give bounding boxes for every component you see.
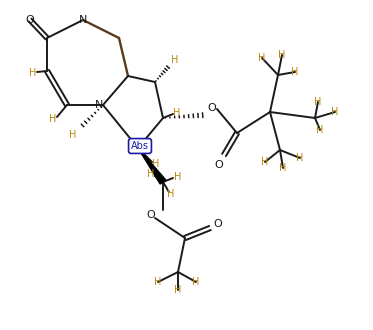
Text: H: H: [167, 189, 175, 199]
Text: O: O: [147, 210, 156, 220]
Text: O: O: [208, 103, 216, 113]
Text: N: N: [79, 15, 87, 25]
Text: H: H: [192, 277, 200, 287]
Text: H: H: [258, 53, 266, 63]
Polygon shape: [138, 148, 166, 184]
Text: H: H: [296, 153, 304, 163]
Text: H: H: [314, 97, 322, 107]
Text: H: H: [171, 55, 179, 65]
Text: H: H: [29, 68, 37, 78]
Text: Abs: Abs: [131, 141, 149, 151]
Text: H: H: [69, 130, 77, 140]
Text: H: H: [278, 50, 286, 60]
Text: O: O: [214, 219, 222, 229]
Text: H: H: [49, 114, 57, 124]
Text: H: H: [331, 107, 339, 117]
Text: O: O: [26, 15, 34, 25]
Text: H: H: [147, 169, 155, 179]
Text: H: H: [261, 157, 269, 167]
Text: H: H: [291, 67, 299, 77]
Text: H: H: [279, 163, 287, 173]
Text: H: H: [174, 285, 182, 295]
Text: H: H: [174, 172, 182, 182]
Text: H: H: [152, 159, 160, 169]
Text: H: H: [173, 108, 181, 118]
Text: H: H: [316, 125, 324, 135]
Text: O: O: [214, 160, 223, 170]
Text: H: H: [154, 277, 162, 287]
Text: N: N: [95, 100, 103, 110]
